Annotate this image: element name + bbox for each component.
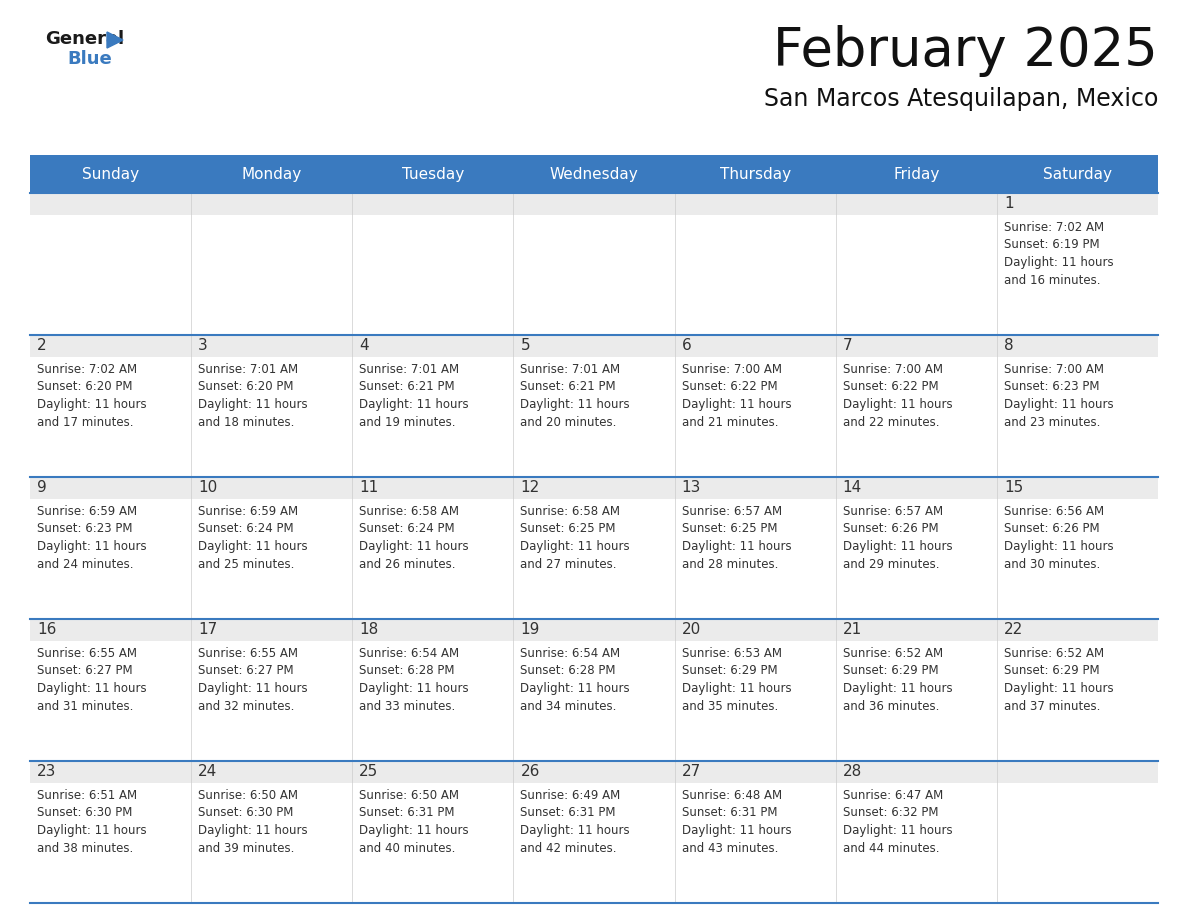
Bar [30,761,1158,783]
Text: 14: 14 [842,480,862,496]
Bar [30,619,1158,641]
Bar [30,155,1158,193]
Text: Saturday: Saturday [1043,166,1112,182]
Bar [30,499,1158,619]
Text: Sunrise: 6:59 AM
Sunset: 6:24 PM
Daylight: 11 hours
and 25 minutes.: Sunrise: 6:59 AM Sunset: 6:24 PM Dayligh… [198,505,308,570]
Text: Monday: Monday [241,166,302,182]
Text: 27: 27 [682,765,701,779]
Text: Sunrise: 7:01 AM
Sunset: 6:21 PM
Daylight: 11 hours
and 19 minutes.: Sunrise: 7:01 AM Sunset: 6:21 PM Dayligh… [359,363,469,429]
Text: 21: 21 [842,622,862,637]
Text: Friday: Friday [893,166,940,182]
Text: Sunrise: 6:58 AM
Sunset: 6:25 PM
Daylight: 11 hours
and 27 minutes.: Sunrise: 6:58 AM Sunset: 6:25 PM Dayligh… [520,505,630,570]
Text: 20: 20 [682,622,701,637]
Text: 10: 10 [198,480,217,496]
Text: 22: 22 [1004,622,1023,637]
Text: 3: 3 [198,339,208,353]
Text: Sunrise: 7:02 AM
Sunset: 6:20 PM
Daylight: 11 hours
and 17 minutes.: Sunrise: 7:02 AM Sunset: 6:20 PM Dayligh… [37,363,146,429]
Text: 23: 23 [37,765,56,779]
Text: Sunrise: 7:00 AM
Sunset: 6:22 PM
Daylight: 11 hours
and 22 minutes.: Sunrise: 7:00 AM Sunset: 6:22 PM Dayligh… [842,363,953,429]
Text: Sunrise: 6:52 AM
Sunset: 6:29 PM
Daylight: 11 hours
and 37 minutes.: Sunrise: 6:52 AM Sunset: 6:29 PM Dayligh… [1004,647,1113,712]
Text: 18: 18 [359,622,379,637]
Text: Sunrise: 7:01 AM
Sunset: 6:21 PM
Daylight: 11 hours
and 20 minutes.: Sunrise: 7:01 AM Sunset: 6:21 PM Dayligh… [520,363,630,429]
Text: Sunrise: 6:54 AM
Sunset: 6:28 PM
Daylight: 11 hours
and 33 minutes.: Sunrise: 6:54 AM Sunset: 6:28 PM Dayligh… [359,647,469,712]
Text: Sunrise: 7:02 AM
Sunset: 6:19 PM
Daylight: 11 hours
and 16 minutes.: Sunrise: 7:02 AM Sunset: 6:19 PM Dayligh… [1004,221,1113,286]
Bar [30,215,1158,335]
Text: Tuesday: Tuesday [402,166,465,182]
Polygon shape [107,32,124,48]
Text: 9: 9 [37,480,46,496]
Text: Sunrise: 6:47 AM
Sunset: 6:32 PM
Daylight: 11 hours
and 44 minutes.: Sunrise: 6:47 AM Sunset: 6:32 PM Dayligh… [842,789,953,855]
Text: 1: 1 [1004,196,1013,211]
Text: February 2025: February 2025 [773,25,1158,77]
Bar [30,357,1158,477]
Text: Sunrise: 6:56 AM
Sunset: 6:26 PM
Daylight: 11 hours
and 30 minutes.: Sunrise: 6:56 AM Sunset: 6:26 PM Dayligh… [1004,505,1113,570]
Text: 2: 2 [37,339,46,353]
Text: Sunrise: 6:55 AM
Sunset: 6:27 PM
Daylight: 11 hours
and 31 minutes.: Sunrise: 6:55 AM Sunset: 6:27 PM Dayligh… [37,647,146,712]
Text: General: General [45,30,124,48]
Text: Sunrise: 6:51 AM
Sunset: 6:30 PM
Daylight: 11 hours
and 38 minutes.: Sunrise: 6:51 AM Sunset: 6:30 PM Dayligh… [37,789,146,855]
Text: Sunrise: 7:01 AM
Sunset: 6:20 PM
Daylight: 11 hours
and 18 minutes.: Sunrise: 7:01 AM Sunset: 6:20 PM Dayligh… [198,363,308,429]
Text: Sunrise: 6:49 AM
Sunset: 6:31 PM
Daylight: 11 hours
and 42 minutes.: Sunrise: 6:49 AM Sunset: 6:31 PM Dayligh… [520,789,630,855]
Text: Sunrise: 6:57 AM
Sunset: 6:26 PM
Daylight: 11 hours
and 29 minutes.: Sunrise: 6:57 AM Sunset: 6:26 PM Dayligh… [842,505,953,570]
Text: Sunrise: 6:50 AM
Sunset: 6:30 PM
Daylight: 11 hours
and 39 minutes.: Sunrise: 6:50 AM Sunset: 6:30 PM Dayligh… [198,789,308,855]
Text: Sunrise: 6:53 AM
Sunset: 6:29 PM
Daylight: 11 hours
and 35 minutes.: Sunrise: 6:53 AM Sunset: 6:29 PM Dayligh… [682,647,791,712]
Text: Sunrise: 6:58 AM
Sunset: 6:24 PM
Daylight: 11 hours
and 26 minutes.: Sunrise: 6:58 AM Sunset: 6:24 PM Dayligh… [359,505,469,570]
Text: Sunrise: 7:00 AM
Sunset: 6:22 PM
Daylight: 11 hours
and 21 minutes.: Sunrise: 7:00 AM Sunset: 6:22 PM Dayligh… [682,363,791,429]
Text: San Marcos Atesquilapan, Mexico: San Marcos Atesquilapan, Mexico [764,87,1158,111]
Text: Sunrise: 6:57 AM
Sunset: 6:25 PM
Daylight: 11 hours
and 28 minutes.: Sunrise: 6:57 AM Sunset: 6:25 PM Dayligh… [682,505,791,570]
Text: Sunrise: 6:48 AM
Sunset: 6:31 PM
Daylight: 11 hours
and 43 minutes.: Sunrise: 6:48 AM Sunset: 6:31 PM Dayligh… [682,789,791,855]
Text: 7: 7 [842,339,852,353]
Text: 5: 5 [520,339,530,353]
Text: 26: 26 [520,765,539,779]
Bar [30,641,1158,761]
Text: Wednesday: Wednesday [550,166,638,182]
Text: 16: 16 [37,622,56,637]
Text: Thursday: Thursday [720,166,791,182]
Bar [30,783,1158,903]
Text: 4: 4 [359,339,369,353]
Text: 11: 11 [359,480,379,496]
Text: Sunrise: 6:54 AM
Sunset: 6:28 PM
Daylight: 11 hours
and 34 minutes.: Sunrise: 6:54 AM Sunset: 6:28 PM Dayligh… [520,647,630,712]
Text: Sunrise: 6:50 AM
Sunset: 6:31 PM
Daylight: 11 hours
and 40 minutes.: Sunrise: 6:50 AM Sunset: 6:31 PM Dayligh… [359,789,469,855]
Text: 28: 28 [842,765,862,779]
Text: 17: 17 [198,622,217,637]
Text: 15: 15 [1004,480,1023,496]
Bar [30,477,1158,499]
Bar [30,335,1158,357]
Bar [30,193,1158,215]
Text: Sunrise: 6:55 AM
Sunset: 6:27 PM
Daylight: 11 hours
and 32 minutes.: Sunrise: 6:55 AM Sunset: 6:27 PM Dayligh… [198,647,308,712]
Text: Blue: Blue [67,50,112,68]
Text: Sunday: Sunday [82,166,139,182]
Text: Sunrise: 6:59 AM
Sunset: 6:23 PM
Daylight: 11 hours
and 24 minutes.: Sunrise: 6:59 AM Sunset: 6:23 PM Dayligh… [37,505,146,570]
Text: Sunrise: 7:00 AM
Sunset: 6:23 PM
Daylight: 11 hours
and 23 minutes.: Sunrise: 7:00 AM Sunset: 6:23 PM Dayligh… [1004,363,1113,429]
Text: 13: 13 [682,480,701,496]
Text: 12: 12 [520,480,539,496]
Text: 8: 8 [1004,339,1013,353]
Text: Sunrise: 6:52 AM
Sunset: 6:29 PM
Daylight: 11 hours
and 36 minutes.: Sunrise: 6:52 AM Sunset: 6:29 PM Dayligh… [842,647,953,712]
Text: 6: 6 [682,339,691,353]
Text: 24: 24 [198,765,217,779]
Text: 19: 19 [520,622,539,637]
Text: 25: 25 [359,765,379,779]
